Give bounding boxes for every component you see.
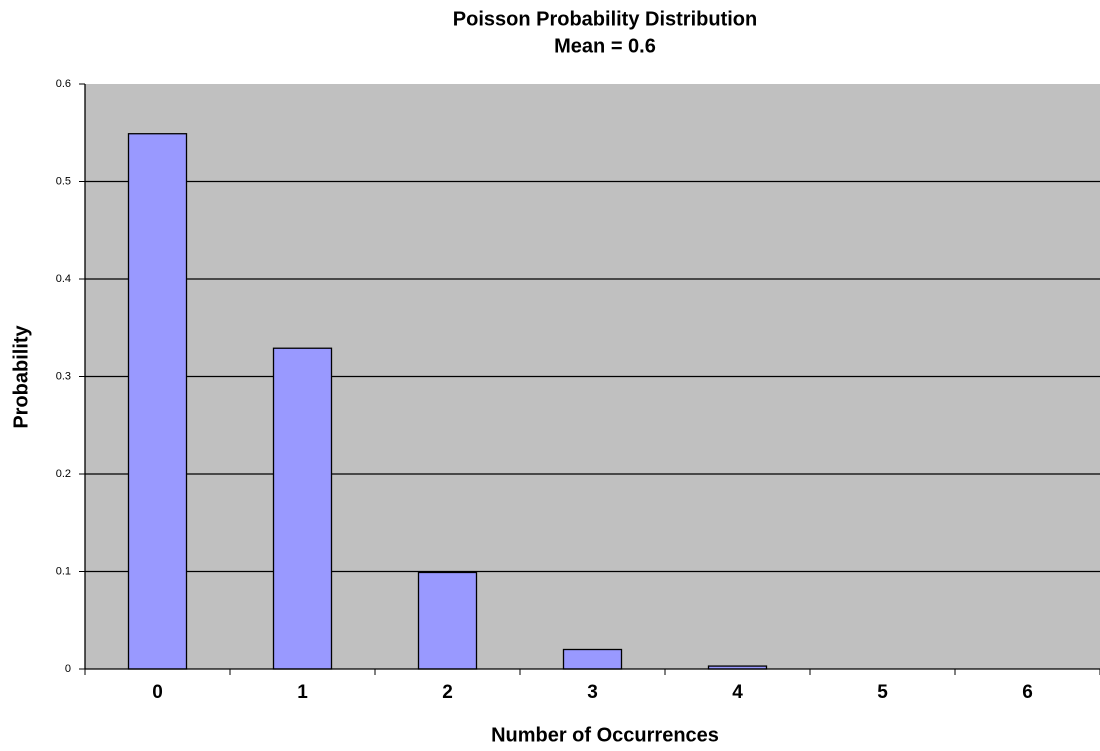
x-tick-label: 3	[587, 682, 598, 703]
y-tick-label: 0.5	[56, 175, 71, 187]
bar	[272, 347, 333, 670]
x-tick-label: 0	[152, 682, 163, 703]
x-tick-label: 1	[297, 682, 308, 703]
x-tick-label: 2	[442, 682, 453, 703]
y-tick-label: 0.6	[56, 78, 71, 90]
x-tick-label: 5	[877, 682, 888, 703]
x-tick-label: 6	[1022, 682, 1033, 703]
chart-title: Poisson Probability Distribution	[453, 8, 757, 30]
bar	[127, 133, 188, 670]
y-tick-label: 0	[65, 663, 71, 675]
chart-subtitle: Mean = 0.6	[554, 35, 656, 57]
y-tick-label: 0.3	[56, 370, 71, 382]
bar	[562, 648, 623, 670]
x-tick-label: 4	[732, 682, 743, 703]
y-axis-label: Probability	[10, 324, 32, 428]
y-tick-label: 0.1	[56, 565, 71, 577]
y-tick-label: 0.4	[56, 273, 71, 285]
y-tick-label: 0.2	[56, 468, 71, 480]
x-axis-label: Number of Occurrences	[491, 724, 719, 746]
bar	[417, 571, 478, 670]
